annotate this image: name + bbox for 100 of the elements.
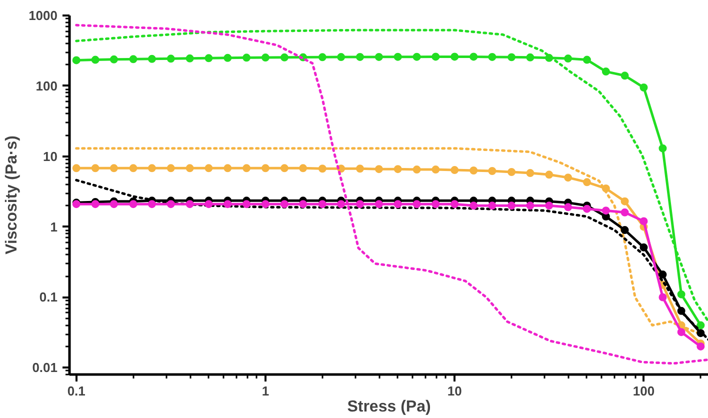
- point: [224, 164, 232, 172]
- x-tick-label: 100: [632, 384, 655, 398]
- point: [72, 164, 80, 172]
- x-tick-label: 10: [447, 384, 462, 398]
- point: [640, 84, 648, 92]
- point: [582, 204, 591, 213]
- point: [488, 52, 496, 61]
- point: [129, 200, 138, 208]
- point: [224, 54, 232, 62]
- point: [337, 200, 346, 208]
- point: [470, 52, 478, 61]
- point: [91, 56, 100, 64]
- point: [640, 217, 648, 226]
- point: [318, 53, 326, 62]
- point: [658, 293, 667, 302]
- point: [204, 54, 213, 62]
- y-tick-label: 0.01: [32, 360, 58, 376]
- point: [186, 164, 194, 172]
- point: [508, 202, 516, 210]
- point: [129, 164, 138, 172]
- point: [374, 165, 383, 174]
- point: [450, 200, 459, 208]
- point: [261, 200, 270, 208]
- point: [470, 166, 478, 174]
- point: [677, 290, 686, 298]
- point: [545, 170, 554, 179]
- point: [450, 166, 459, 174]
- point: [91, 200, 100, 208]
- point: [508, 53, 516, 62]
- point: [696, 342, 705, 350]
- point: [677, 328, 686, 336]
- point: [129, 55, 138, 64]
- point: [470, 202, 478, 210]
- x-axis-title: Stress (Pa): [347, 398, 431, 416]
- point: [166, 54, 175, 63]
- point: [299, 164, 308, 172]
- point: [412, 52, 421, 61]
- point: [488, 202, 496, 210]
- point: [526, 53, 534, 62]
- point: [602, 206, 610, 215]
- y-tick-label: 1000: [28, 8, 58, 23]
- point: [242, 200, 251, 208]
- point: [242, 164, 251, 172]
- point: [696, 321, 705, 330]
- point: [110, 55, 118, 64]
- point: [186, 200, 194, 208]
- point: [394, 52, 402, 61]
- point: [620, 208, 629, 216]
- point: [508, 168, 516, 176]
- point: [658, 270, 667, 279]
- point: [224, 200, 232, 208]
- point: [658, 144, 667, 152]
- y-axis-title: Viscosity (Pa·s): [4, 136, 21, 254]
- point: [91, 164, 100, 172]
- point: [166, 200, 175, 208]
- y-tick-label: 10: [43, 148, 58, 164]
- point: [242, 54, 251, 62]
- point: [356, 164, 364, 173]
- point: [620, 197, 629, 206]
- point: [318, 164, 326, 173]
- point: [166, 164, 175, 172]
- point: [110, 200, 118, 208]
- point: [526, 169, 534, 178]
- point: [299, 200, 308, 208]
- point: [564, 54, 572, 63]
- point: [412, 200, 421, 208]
- point: [545, 202, 554, 210]
- point: [394, 165, 402, 174]
- point: [261, 54, 270, 62]
- point: [186, 54, 194, 62]
- x-tick-label: 0.1: [67, 384, 86, 398]
- point: [564, 203, 572, 212]
- point: [394, 200, 402, 208]
- point: [582, 56, 591, 64]
- point: [374, 52, 383, 61]
- y-tick-label: 0.1: [39, 290, 58, 305]
- point: [356, 52, 364, 61]
- point: [564, 174, 572, 182]
- y-tick-label: 1: [50, 219, 58, 234]
- point: [148, 54, 156, 63]
- point: [412, 166, 421, 174]
- x-tick-label: 1: [262, 384, 270, 398]
- point: [432, 166, 440, 174]
- point: [204, 200, 213, 208]
- point: [582, 178, 591, 186]
- point: [148, 164, 156, 172]
- point: [337, 53, 346, 62]
- point: [356, 200, 364, 208]
- point: [72, 56, 80, 64]
- point: [602, 68, 610, 76]
- point: [280, 164, 288, 172]
- point: [488, 167, 496, 175]
- point: [261, 164, 270, 172]
- point: [148, 200, 156, 208]
- point: [620, 72, 629, 80]
- point: [280, 200, 288, 208]
- point: [432, 52, 440, 61]
- point: [526, 202, 534, 210]
- point: [620, 226, 629, 234]
- y-tick-label: 100: [36, 78, 58, 94]
